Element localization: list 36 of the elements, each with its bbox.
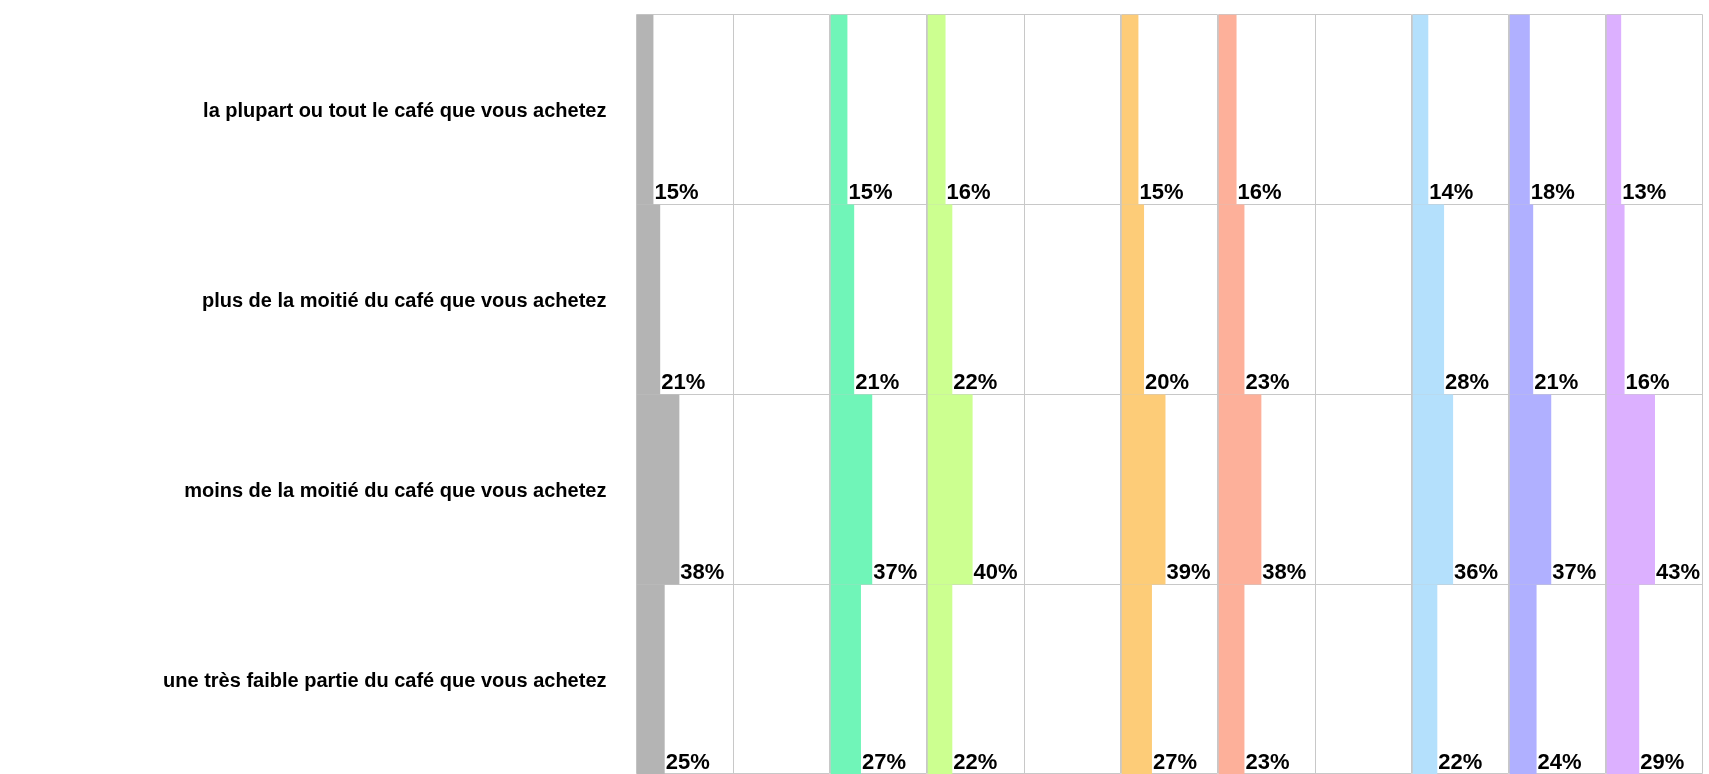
data-label: 43% [1656, 558, 1701, 584]
data-label: 22% [953, 748, 998, 774]
data-label: 16% [946, 178, 991, 204]
data-label: 16% [1625, 368, 1670, 394]
data-label: 22% [1438, 748, 1483, 774]
data-label: 18% [1530, 178, 1575, 204]
data-label: 16% [1237, 178, 1282, 204]
data-label: 38% [680, 558, 725, 584]
data-label: 23% [1245, 748, 1290, 774]
data-label: 37% [873, 558, 918, 584]
data-label: 23% [1245, 368, 1290, 394]
data-label: 21% [661, 368, 706, 394]
data-label: 40% [973, 558, 1018, 584]
data-label: 22% [953, 368, 998, 394]
y-tick-label: une très faible partie du café que vous achetez [163, 668, 607, 691]
y-tick-label: plus de la moitié du café que vous achetez [201, 288, 607, 311]
data-label: 37% [1552, 558, 1597, 584]
data-label: 38% [1262, 558, 1307, 584]
y-tick-label: moins de la moitié du café que vous achetez [184, 478, 607, 501]
data-label: 27% [1152, 748, 1197, 774]
data-label: 39% [1166, 558, 1211, 584]
data-label: 27% [861, 748, 906, 774]
data-label: 36% [1454, 558, 1499, 584]
y-tick-label: la plupart ou tout le café que vous achetez [203, 98, 607, 121]
data-label: 24% [1537, 748, 1582, 774]
data-label: 28% [1445, 368, 1490, 394]
data-label: 20% [1145, 368, 1190, 394]
data-label: 15% [654, 178, 699, 204]
data-label: 21% [1534, 368, 1579, 394]
data-label: 14% [1429, 178, 1474, 204]
data-label: 13% [1622, 178, 1667, 204]
data-label: 15% [848, 178, 893, 204]
data-label: 21% [855, 368, 900, 394]
data-label: 15% [1139, 178, 1184, 204]
data-label: 29% [1640, 748, 1685, 774]
data-label: 25% [665, 748, 710, 774]
